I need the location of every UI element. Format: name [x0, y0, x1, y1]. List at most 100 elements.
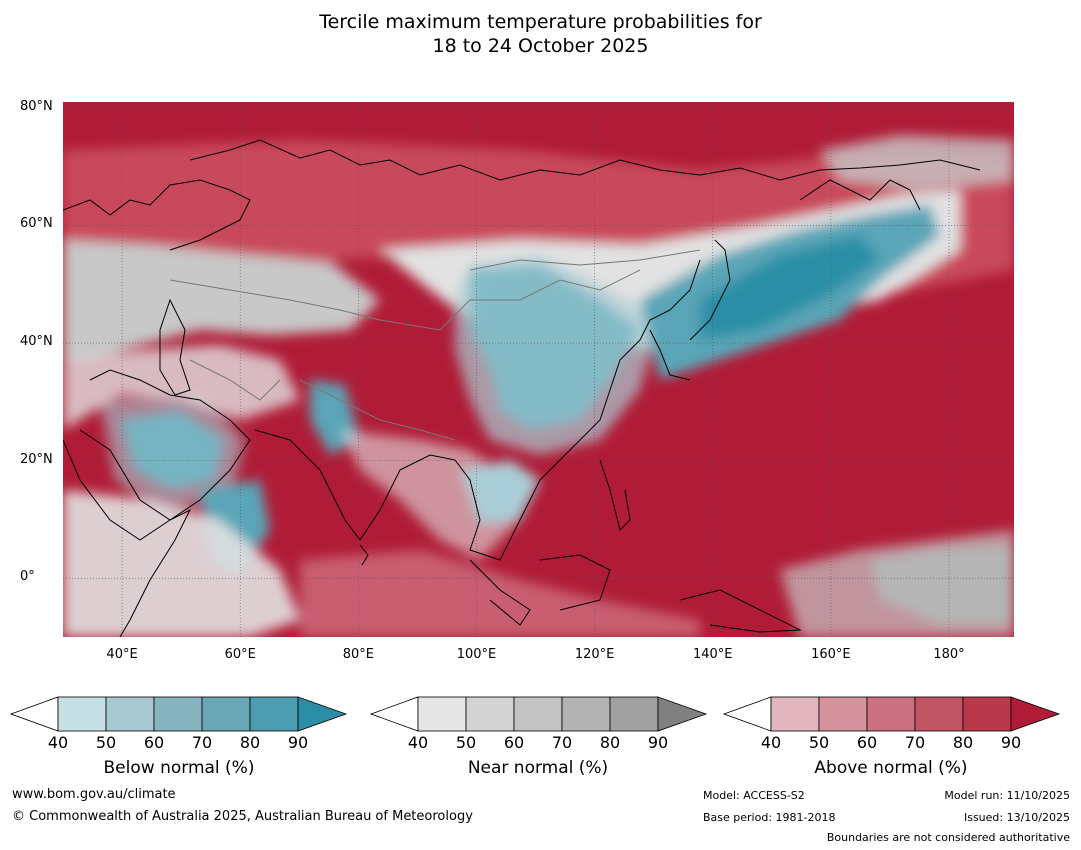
colorbar-low-extension: [10, 696, 59, 732]
colorbar-tick-label: 70: [191, 733, 213, 752]
border-russia-china: [469, 249, 701, 271]
colorbar-tick-label: 80: [599, 733, 621, 752]
colorbar-tick-label: 40: [47, 733, 69, 752]
near-normal-west: [63, 240, 380, 360]
colorbar-segment: [417, 696, 467, 732]
country-borders: [169, 249, 701, 441]
longitude-label: 100°E: [456, 647, 497, 662]
coast-caspian: [159, 298, 191, 396]
coast-kamchatka: [799, 179, 921, 211]
colorbar-segment: [465, 696, 515, 732]
latitude-label: 40°N: [20, 334, 53, 350]
colorbar-title-above: Above normal (%): [814, 758, 968, 778]
longitude-label: 120°E: [574, 647, 615, 662]
latitude-label: 60°N: [20, 216, 53, 232]
below-normal-indochina: [460, 460, 540, 525]
colorbar-segment: [818, 696, 868, 732]
footer-model-run: Model run: 11/10/2025: [944, 789, 1070, 802]
colorbar-segment: [57, 696, 107, 732]
latitude-label: 0°: [20, 569, 35, 585]
colorbar-tick-label: 60: [856, 733, 878, 752]
probability-fields: [63, 135, 1014, 637]
latitude-label: 80°N: [20, 98, 53, 114]
colorbar-segment: [770, 696, 820, 732]
border-india-china: [299, 379, 456, 441]
coast-new-guinea: [679, 589, 802, 633]
colorbar-tick-label: 80: [952, 733, 974, 752]
graticule: [63, 102, 1014, 637]
longitude-label: 160°E: [811, 647, 851, 662]
title-line-1: Tercile maximum temperature probabilitie…: [319, 11, 762, 33]
colorbar-segment: [962, 696, 1012, 732]
colorbar-tick-label: 40: [407, 733, 429, 752]
coast-europe: [63, 179, 251, 251]
colorbar-tick-label: 40: [760, 733, 782, 752]
colorbar-tick-label: 90: [1000, 733, 1022, 752]
colorbar-high-extension: [657, 696, 708, 732]
coast-borneo: [539, 554, 611, 611]
colorbar-segment: [249, 696, 299, 732]
map-field: [63, 102, 1014, 637]
colorbar-tick-label: 60: [143, 733, 165, 752]
below-normal-manchuria-core: [700, 235, 880, 340]
colorbar-title-below: Below normal (%): [103, 758, 255, 778]
colorbar-tick-label: 90: [647, 733, 669, 752]
coast-japan: [689, 239, 731, 341]
below-normal-arabia-halo: [100, 395, 245, 510]
border-china-mongolia: [379, 269, 641, 331]
colorbar-segment: [105, 696, 155, 732]
footer-website: www.bom.gov.au/climate: [12, 787, 176, 802]
colorbar-tick-label: 90: [287, 733, 309, 752]
below-normal-china-halo: [455, 255, 660, 455]
coast-china: [579, 259, 701, 441]
coast-arctic: [189, 139, 981, 181]
chart-title: Tercile maximum temperature probabilitie…: [0, 10, 1081, 58]
coast-africa: [63, 439, 192, 637]
colorbar-tick-label: 70: [551, 733, 573, 752]
colorbar-high-extension: [1010, 696, 1061, 732]
longitude-label: 80°E: [342, 647, 374, 662]
coast-arabia: [79, 369, 251, 521]
colorbar-segment: [609, 696, 659, 732]
footer-disclaimer: Boundaries are not considered authoritat…: [826, 831, 1070, 844]
border-kazakhstan: [169, 279, 381, 321]
colorbar-tick-label: 80: [239, 733, 261, 752]
near-normal-pacific-halo: [780, 530, 1014, 637]
longitude-label: 40°E: [106, 647, 138, 662]
colorbar-high-extension: [297, 696, 348, 732]
coast-sumatra: [469, 559, 531, 626]
above-low-indian-ocean: [300, 550, 700, 637]
probability-map: [63, 102, 1014, 637]
coast-philippines: [599, 459, 631, 531]
colorbar-segment: [513, 696, 563, 732]
colorbar-segment: [914, 696, 964, 732]
colorbar-near-normal: [370, 696, 708, 732]
longitude-label: 180°: [933, 647, 965, 662]
title-line-2: 18 to 24 October 2025: [432, 35, 649, 57]
near-normal-india: [340, 430, 520, 560]
colorbar-tick-label: 50: [95, 733, 117, 752]
colorbar-tick-label: 50: [455, 733, 477, 752]
coast-india: [254, 429, 456, 541]
colorbar-segment: [561, 696, 611, 732]
colorbar-low-extension: [370, 696, 419, 732]
coast-indochina: [454, 439, 581, 561]
colorbar-title-near: Near normal (%): [467, 758, 609, 778]
longitude-label: 140°E: [692, 647, 733, 662]
colorbar-below-normal: [10, 696, 348, 732]
coast-korea: [649, 329, 691, 381]
coastlines: [63, 139, 981, 637]
border-iran: [189, 359, 281, 401]
colorbar-segment: [153, 696, 203, 732]
colorbar-tick-label: 60: [503, 733, 525, 752]
footer-issued: Issued: 13/10/2025: [963, 811, 1070, 824]
footer-copyright: © Commonwealth of Australia 2025, Austra…: [12, 809, 473, 824]
longitude-label: 60°E: [224, 647, 256, 662]
colorbar-low-extension: [723, 696, 772, 732]
latitude-label: 20°N: [20, 451, 53, 467]
footer-model: Model: ACCESS-S2: [703, 789, 805, 802]
colorbar-segment: [866, 696, 916, 732]
colorbar-segment: [201, 696, 251, 732]
coast-sri-lanka: [359, 544, 369, 566]
colorbar-tick-label: 50: [808, 733, 830, 752]
